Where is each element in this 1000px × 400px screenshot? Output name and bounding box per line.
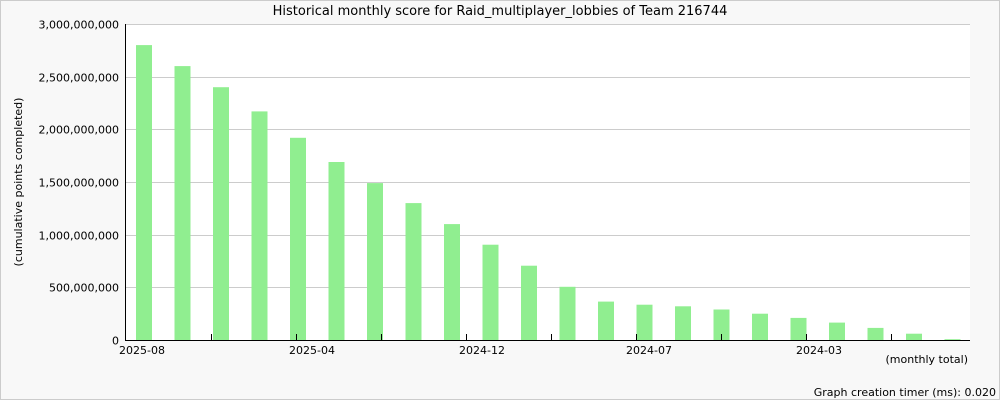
x-tick-label: 2025-04 <box>289 344 335 357</box>
bar-2024-11 <box>482 244 499 340</box>
y-tick-label: 2,000,000,000 <box>39 124 119 137</box>
bar-2025-08 <box>136 45 152 340</box>
bar-2023-11 <box>944 339 961 340</box>
graph-creation-timer: Graph creation timer (ms): 0.020 <box>814 386 996 399</box>
x-tick-label: 2024-03 <box>796 344 842 357</box>
y-tick-label: 0 <box>112 335 119 348</box>
bar-2024-02 <box>829 322 845 340</box>
y-axis-label: (cumulative points completed) <box>12 98 25 267</box>
bar-2024-07 <box>636 304 653 340</box>
bar-2025-04 <box>290 137 306 340</box>
bar-2025-05 <box>251 111 268 341</box>
bar-2023-12 <box>906 333 922 340</box>
bar-2024-01 <box>867 327 884 340</box>
y-tick-labels: 0 500,000,000 1,000,000,000 1,500,000,000 2,… <box>39 19 119 348</box>
y-tick-label: 500,000,000 <box>49 282 119 295</box>
bar-2025-02 <box>367 183 383 340</box>
y-tick-label: 3,000,000,000 <box>39 19 119 32</box>
x-axis-label: (monthly total) <box>886 353 969 366</box>
chart-title: Historical monthly score for Raid_multip… <box>273 4 728 19</box>
x-tick-label: 2024-12 <box>459 344 505 357</box>
bar-2024-05 <box>713 309 730 340</box>
axes <box>125 24 970 341</box>
bar-2024-03 <box>790 317 807 340</box>
x-tick-labels: 2025-08 2025-04 2024-12 2024-07 2024-03 <box>119 344 842 357</box>
x-tick-label: 2025-08 <box>119 344 165 357</box>
bar-2024-09 <box>559 286 576 340</box>
y-tick-label: 1,000,000,000 <box>39 230 119 243</box>
bar-2024-12 <box>444 224 460 340</box>
bar-2024-08 <box>598 301 614 340</box>
y-tick-label: 1,500,000,000 <box>39 177 119 190</box>
bar-2025-06 <box>213 87 229 340</box>
bar-2024-04 <box>752 313 768 340</box>
bar-2025-01 <box>405 203 422 340</box>
bar-2024-06 <box>675 306 691 340</box>
y-tick-label: 2,500,000,000 <box>39 72 119 85</box>
x-tick-label: 2024-07 <box>626 344 672 357</box>
bars <box>136 45 961 341</box>
bar-2025-03 <box>328 162 345 340</box>
bar-2025-07 <box>174 66 191 340</box>
bar-2024-10 <box>521 265 537 340</box>
